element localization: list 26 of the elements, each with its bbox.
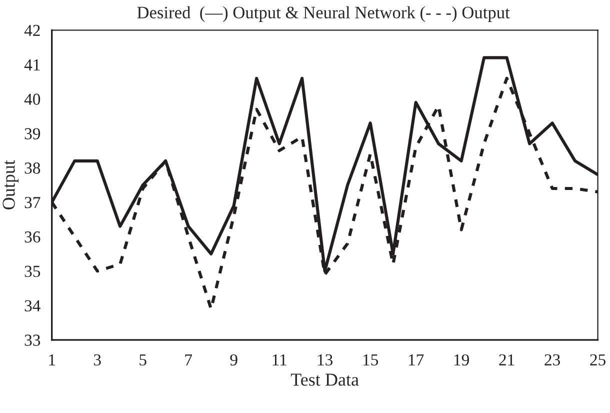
x-tick-label: 19 bbox=[454, 354, 469, 366]
x-tick-label: 5 bbox=[140, 354, 146, 366]
x-tick-label: 11 bbox=[272, 354, 286, 366]
x-tick-label: 23 bbox=[544, 354, 560, 366]
y-axis-title: Output bbox=[2, 160, 19, 210]
x-axis-title: Test Data bbox=[290, 374, 359, 386]
y-tick-label: 40 bbox=[24, 94, 40, 105]
y-tick-label: 33 bbox=[24, 334, 40, 346]
x-tick-label: 15 bbox=[363, 354, 378, 366]
y-tick-label: 36 bbox=[24, 231, 40, 243]
y-tick-label: 34 bbox=[24, 300, 40, 312]
chart-title: Desired (—) Output & Neural Network (- - -) Output bbox=[137, 6, 510, 22]
y-tick-label: 38 bbox=[24, 162, 40, 174]
y-tick-label: 37 bbox=[24, 196, 40, 208]
x-tick-label: 13 bbox=[318, 354, 333, 366]
x-tick-label: 1 bbox=[49, 354, 56, 366]
x-tick-label: 21 bbox=[499, 354, 514, 366]
x-tick-label: 3 bbox=[94, 354, 101, 366]
y-tick-label: 42 bbox=[24, 24, 40, 36]
y-tick-label: 39 bbox=[24, 128, 40, 140]
y-tick-label: 35 bbox=[24, 266, 40, 278]
y-tick-label: 41 bbox=[24, 59, 40, 70]
x-tick-label: 9 bbox=[230, 354, 238, 366]
x-tick-label: 25 bbox=[590, 354, 606, 366]
x-tick-label: 17 bbox=[408, 354, 424, 366]
x-tick-label: 7 bbox=[185, 354, 192, 366]
